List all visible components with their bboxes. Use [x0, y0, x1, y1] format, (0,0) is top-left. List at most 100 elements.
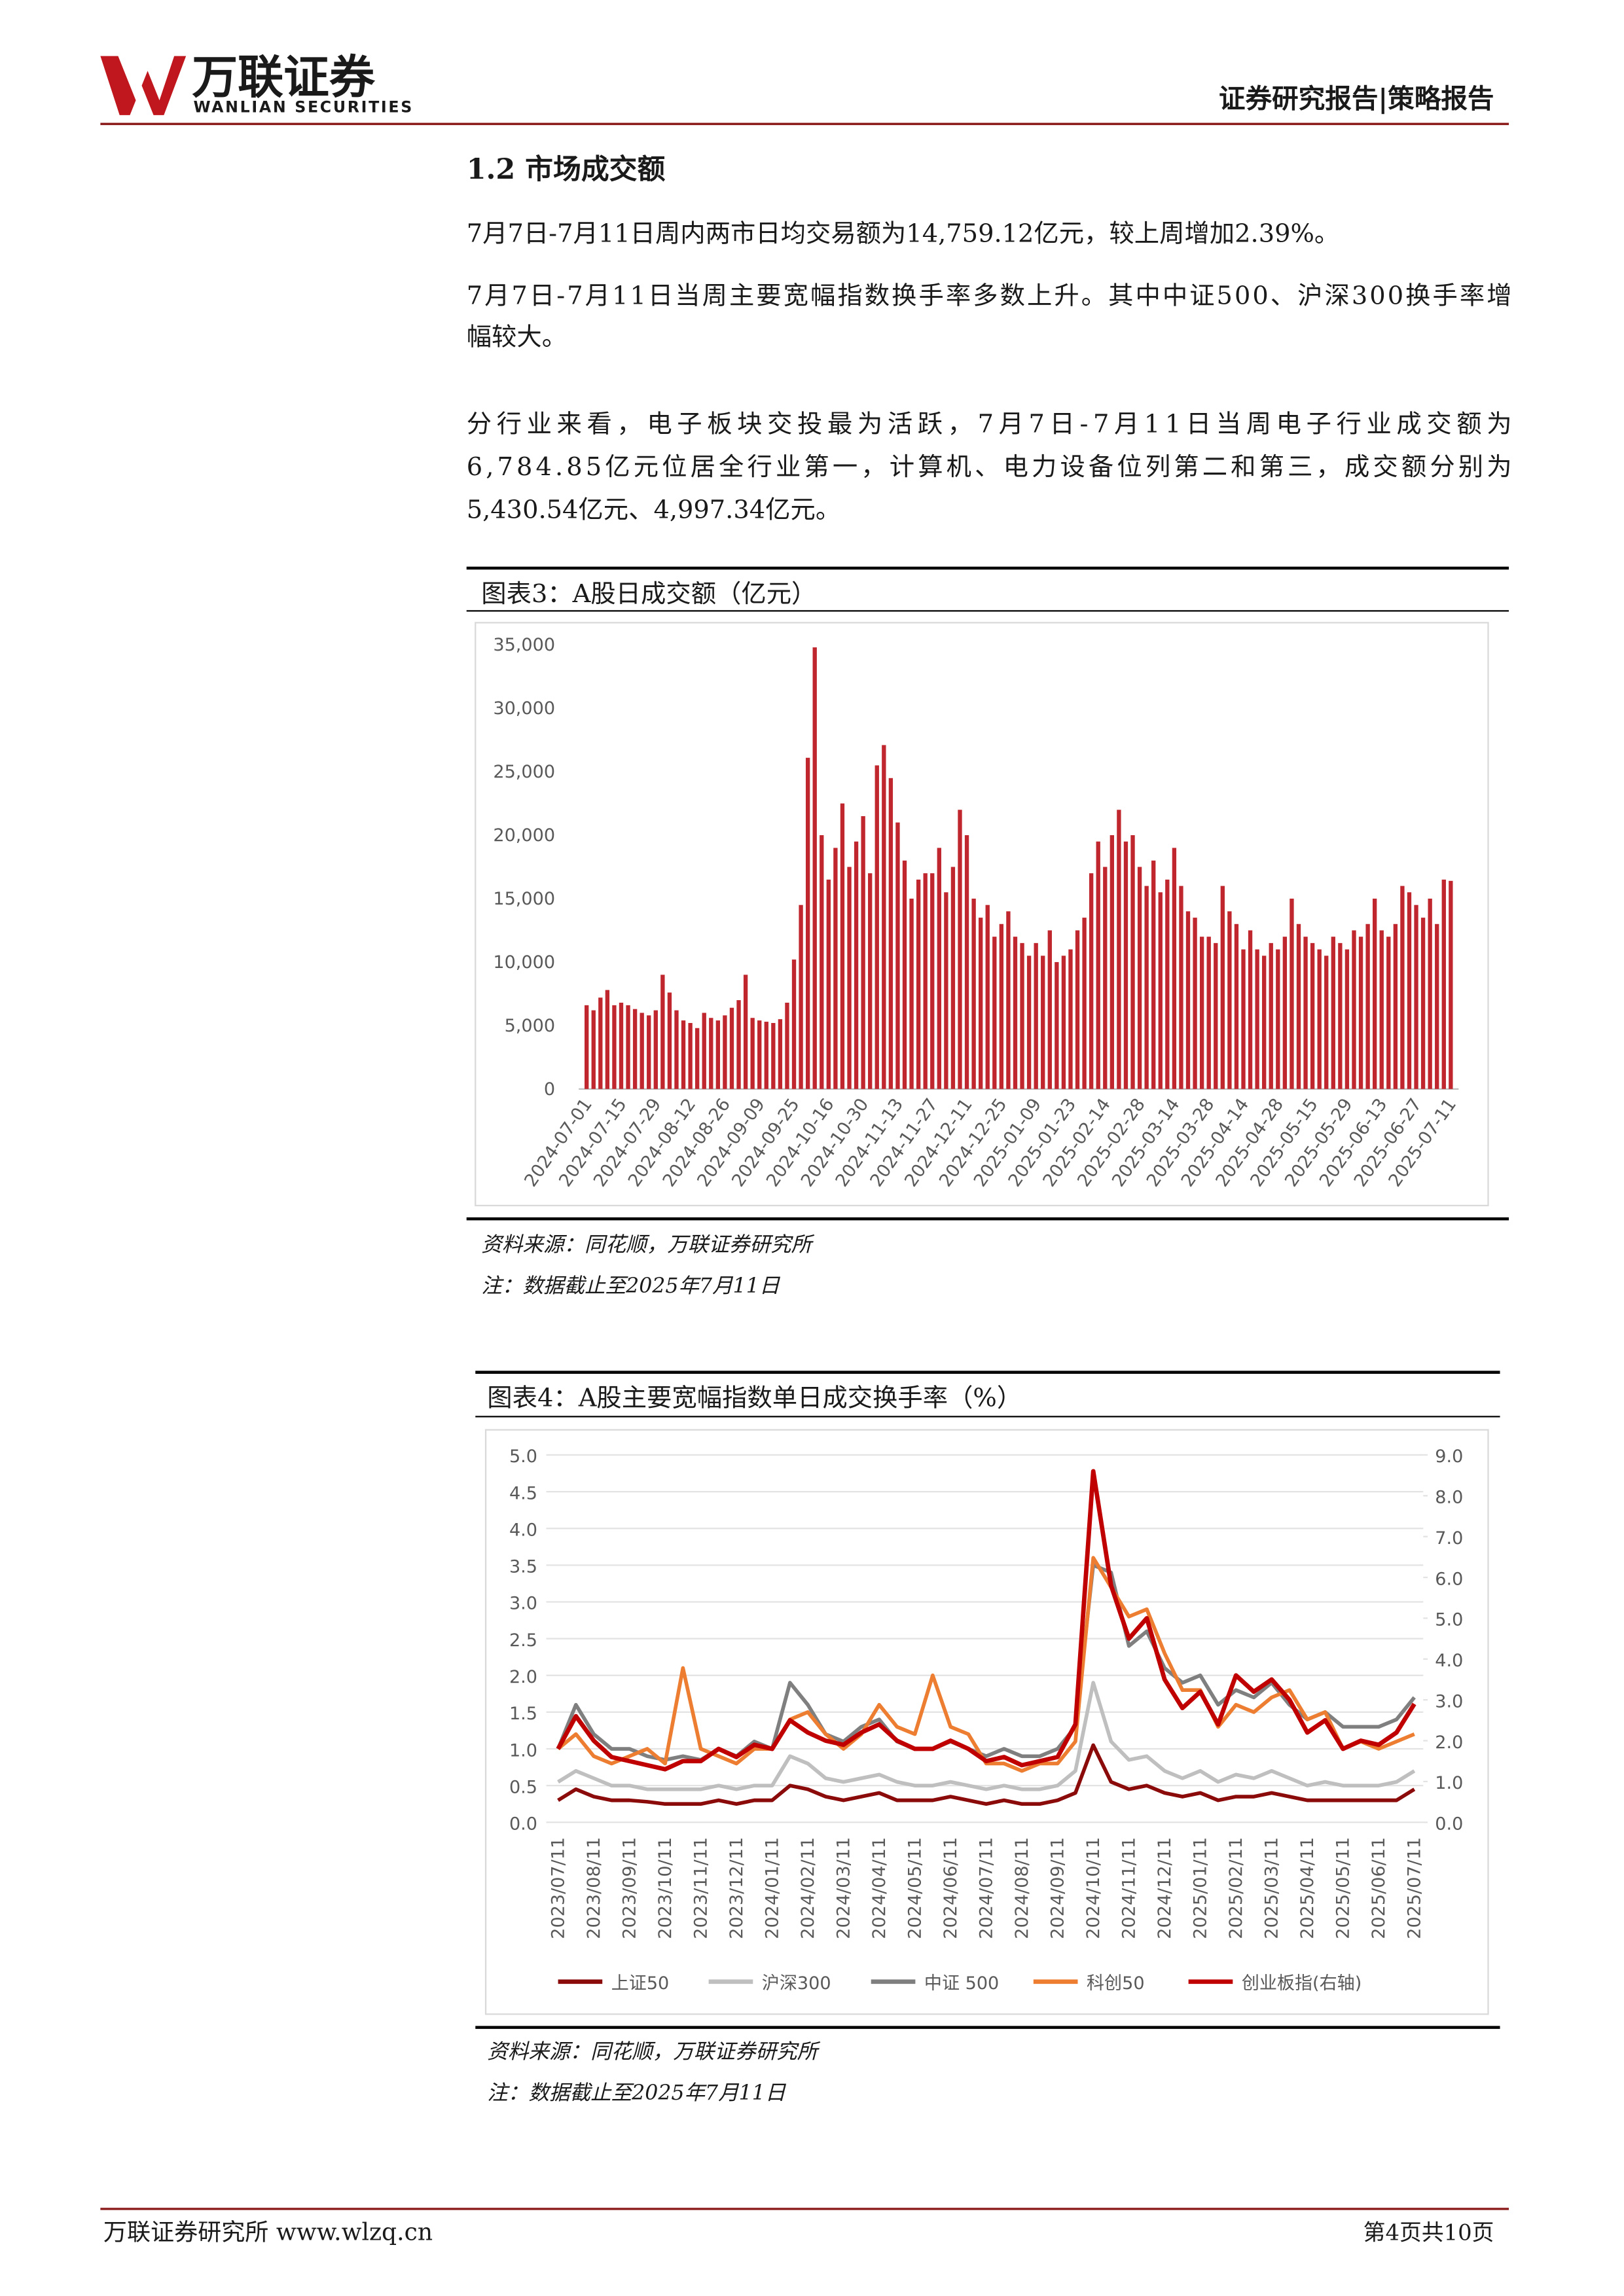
bar	[1013, 937, 1018, 1089]
bar	[1055, 961, 1059, 1089]
bar	[1034, 942, 1038, 1089]
bar	[909, 898, 914, 1089]
bar	[1331, 937, 1335, 1089]
bar	[923, 873, 928, 1089]
y2-tick-label: 0.0	[1435, 1814, 1463, 1835]
y-tick-label: 4.0	[509, 1520, 537, 1540]
bar	[1241, 949, 1246, 1089]
bar	[619, 1002, 624, 1089]
y-tick-label: 20,000	[493, 825, 555, 846]
y-tick-label: 25,000	[493, 762, 555, 782]
bar	[1269, 942, 1273, 1089]
y2-tick-label: 6.0	[1435, 1569, 1463, 1589]
bar	[632, 1009, 638, 1089]
bar	[1317, 949, 1322, 1089]
bar	[1158, 892, 1163, 1089]
bar	[647, 1015, 651, 1089]
bar	[1365, 924, 1370, 1089]
bar	[1041, 956, 1045, 1089]
bar	[743, 975, 748, 1089]
bar	[868, 873, 873, 1089]
x-tick-label: 2023/11/11	[691, 1837, 712, 1939]
bar	[930, 873, 935, 1089]
bar	[1324, 956, 1329, 1089]
x-tick-label: 2023/10/11	[655, 1837, 676, 1939]
bar	[1386, 937, 1391, 1089]
x-tick-label: 2025/02/11	[1226, 1837, 1246, 1939]
bar	[799, 905, 803, 1089]
x-tick-label: 2025/07/11	[1405, 1837, 1425, 1939]
x-tick-label: 2025/01/11	[1191, 1837, 1211, 1939]
bar	[888, 778, 893, 1089]
figure-source: 资料来源：同花顺，万联证券研究所	[481, 1233, 814, 1257]
bar	[715, 1020, 721, 1089]
bar	[999, 924, 1004, 1089]
y-tick-label: 1.0	[509, 1740, 537, 1761]
bar	[1179, 886, 1183, 1089]
bar	[771, 1022, 776, 1089]
x-tick-label: 2024/09/11	[1048, 1837, 1068, 1939]
paragraph-line: 分行业来看，电子板块交投最为活跃，7月7日-7月11日当周电子行业成交额为	[467, 410, 1512, 439]
bar	[1227, 911, 1232, 1089]
bar	[1310, 942, 1315, 1089]
bar	[875, 765, 879, 1089]
bar	[944, 892, 948, 1089]
bar	[778, 1019, 783, 1089]
y2-tick-label: 8.0	[1435, 1488, 1463, 1508]
legend-label: 上证50	[611, 1973, 670, 1994]
bar	[653, 1010, 658, 1089]
paragraph-line: 6,784.85亿元位居全行业第一，计算机、电力设备位列第二和第三，成交额分别为	[467, 452, 1512, 482]
series-line	[557, 1681, 1416, 1791]
bar	[1282, 937, 1288, 1089]
paragraph-line: 7月7日-7月11日当周主要宽幅指数换手率多数上升。其中中证500、沪深300换…	[467, 281, 1512, 310]
bar	[1435, 924, 1439, 1089]
bar	[882, 745, 886, 1089]
bar	[688, 1022, 693, 1089]
bar	[958, 810, 962, 1089]
bar	[979, 918, 983, 1089]
bar	[626, 1005, 630, 1089]
bar	[667, 992, 672, 1089]
bar	[1206, 937, 1211, 1089]
y-tick-label: 0.0	[509, 1814, 537, 1835]
bar	[1338, 942, 1343, 1089]
bar	[785, 1002, 789, 1089]
bar	[854, 841, 859, 1089]
bar	[695, 1028, 700, 1089]
bar	[1290, 898, 1294, 1089]
bar	[916, 879, 921, 1089]
x-tick-label: 2024/11/11	[1119, 1837, 1140, 1939]
bar	[1262, 956, 1267, 1089]
figure-note: 注：数据截止至2025年7月11日	[487, 2081, 787, 2105]
paragraph-line: 5,430.54亿元、4,997.34亿元。	[467, 495, 840, 524]
bar	[1303, 937, 1308, 1089]
paragraph-line: 幅较大。	[467, 323, 567, 352]
x-tick-label: 2024/04/11	[869, 1837, 890, 1939]
bar	[640, 1013, 644, 1089]
bar	[1137, 867, 1142, 1089]
y-tick-label: 0.5	[509, 1777, 537, 1797]
series-line	[556, 1469, 1416, 1772]
y2-tick-label: 2.0	[1435, 1732, 1463, 1753]
bar	[1165, 879, 1170, 1089]
y-tick-label: 2.0	[509, 1667, 537, 1687]
y-tick-label: 15,000	[493, 889, 555, 909]
y-tick-label: 30,000	[493, 698, 555, 719]
bar	[1117, 810, 1121, 1089]
bar	[895, 822, 900, 1089]
legend-label: 创业板指(右轴)	[1242, 1973, 1362, 1994]
figure-caption: 图表4：A股主要宽幅指数单日成交换手率（%）	[487, 1384, 1022, 1413]
bar	[1061, 956, 1066, 1089]
bar	[1068, 949, 1073, 1089]
bar	[1199, 937, 1204, 1089]
bar	[950, 867, 956, 1089]
bar	[1393, 924, 1398, 1089]
logo-en: WANLIAN SECURITIES	[193, 98, 412, 116]
y2-tick-label: 7.0	[1435, 1528, 1463, 1549]
bar	[591, 1010, 596, 1089]
bar	[1123, 841, 1128, 1089]
bar	[612, 1005, 617, 1089]
bar	[681, 1020, 686, 1089]
bar	[1276, 949, 1280, 1089]
section-title: 1.2 市场成交额	[467, 153, 666, 186]
